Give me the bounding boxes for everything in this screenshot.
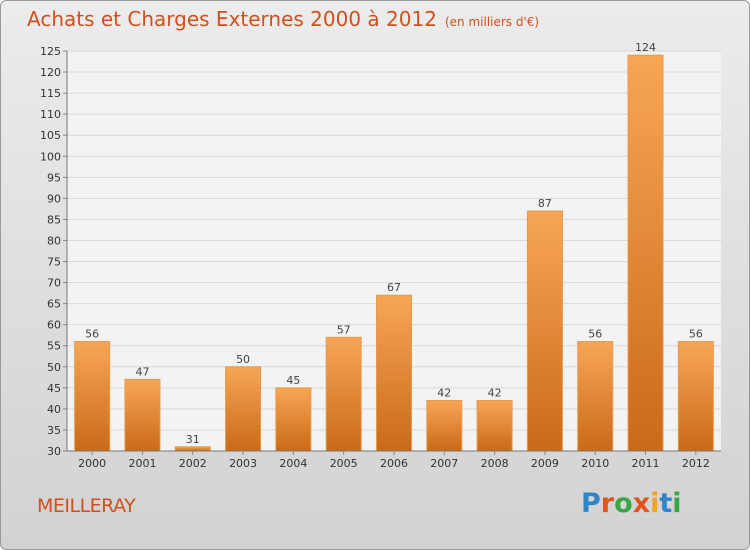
bar-value-label: 87 (538, 197, 552, 210)
logo-letter: t (659, 488, 673, 519)
bar-value-label: 56 (85, 328, 99, 341)
y-tick-label: 60 (47, 319, 61, 332)
bar-value-label: 50 (236, 353, 250, 366)
bar-value-label: 67 (387, 281, 401, 294)
bar (225, 366, 262, 452)
x-tick-label: 2012 (682, 457, 710, 470)
bar (476, 399, 513, 452)
x-tick-label: 2001 (128, 457, 156, 470)
bar-value-label: 31 (186, 433, 200, 446)
bar (174, 446, 211, 452)
bar (677, 341, 714, 452)
x-tick-label: 2000 (78, 457, 106, 470)
y-tick-label: 85 (47, 213, 61, 226)
bar-value-label: 42 (437, 386, 451, 399)
y-tick-label: 30 (47, 445, 61, 458)
x-tick-label: 2003 (229, 457, 257, 470)
logo-letter: i (650, 488, 660, 519)
y-tick-label: 110 (40, 108, 61, 121)
y-tick-label: 40 (47, 403, 61, 416)
bar-value-label: 45 (286, 374, 300, 387)
x-tick-label: 2011 (632, 457, 660, 470)
bar (627, 54, 664, 452)
x-tick-label: 2002 (179, 457, 207, 470)
bar (577, 341, 614, 452)
bar-value-label: 56 (689, 328, 703, 341)
logo-letter: x (632, 488, 651, 519)
bar (325, 336, 362, 452)
axis-layer: 30 35 40 45 50 55 60 65 70 75 80 85 90 95 100 105 110 115… (40, 45, 721, 470)
chart-title: Achats et Charges Externes 2000 à 2012 (e… (27, 7, 539, 31)
y-tick-label: 55 (47, 340, 61, 353)
logo-letter: i (672, 488, 682, 519)
x-tick-label: 2004 (279, 457, 307, 470)
chart-title-text: Achats et Charges Externes 2000 à 2012 (27, 7, 437, 31)
x-tick-label: 2006 (380, 457, 408, 470)
bar (74, 341, 111, 452)
x-tick-label: 2007 (430, 457, 458, 470)
x-tick-label: 2005 (330, 457, 358, 470)
bar (376, 294, 412, 452)
y-tick-label: 120 (40, 66, 61, 79)
y-tick-label: 50 (47, 361, 61, 374)
y-tick-label: 65 (47, 298, 61, 311)
bar (426, 399, 463, 452)
bar-value-label: 56 (588, 328, 602, 341)
x-tick-label: 2010 (581, 457, 609, 470)
x-tick-label: 2008 (481, 457, 509, 470)
chart-subtitle: (en milliers d'€) (444, 15, 540, 29)
y-tick-label: 100 (40, 150, 61, 163)
x-tick-label: 2009 (531, 457, 559, 470)
y-tick-label: 125 (40, 45, 61, 58)
bar (124, 378, 161, 452)
y-tick-label: 75 (47, 256, 61, 269)
logo-letter: r (600, 488, 615, 519)
bar (526, 210, 563, 452)
logo-letter: P (581, 488, 601, 519)
y-tick-label: 95 (47, 171, 61, 184)
y-tick-label: 80 (47, 234, 61, 247)
bar-layer: 56 47 31 50 45 57 67 42 42 87 56 124 56 (74, 41, 714, 452)
y-tick-label: 115 (40, 87, 61, 100)
proxiti-logo: Proxiti (581, 488, 682, 519)
y-tick-label: 90 (47, 192, 61, 205)
bar (275, 387, 312, 452)
bar-value-label: 42 (488, 386, 502, 399)
logo-letter: o (614, 488, 633, 519)
y-tick-label: 105 (40, 129, 61, 142)
y-tick-label: 70 (47, 277, 61, 290)
commune-name: MEILLERAY (37, 495, 136, 517)
bar-value-label: 47 (135, 365, 149, 378)
y-tick-label: 35 (47, 424, 61, 437)
y-tick-label: 45 (47, 382, 61, 395)
bar-value-label: 57 (337, 323, 351, 336)
bar-value-label: 124 (635, 41, 656, 54)
